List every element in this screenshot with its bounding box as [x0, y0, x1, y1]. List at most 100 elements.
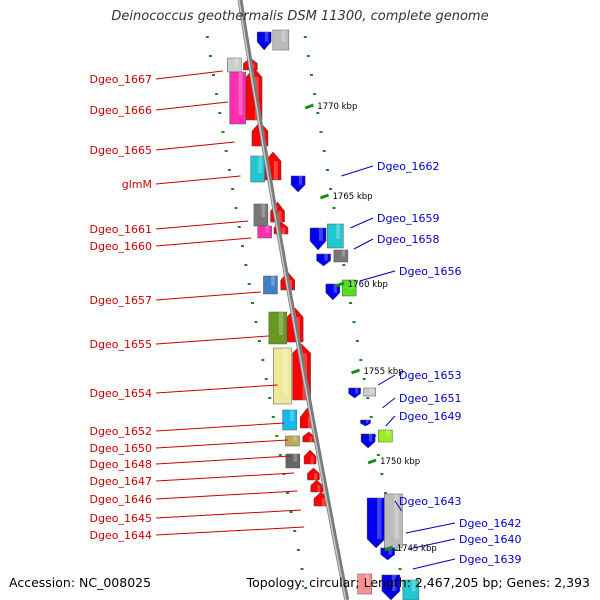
- gene-feature: [310, 479, 323, 493]
- right-leader-line: [350, 217, 374, 229]
- gene-arrow: [316, 253, 331, 267]
- left-gene-label: Dgeo_1652: [90, 425, 152, 438]
- gc-tick: [221, 131, 225, 133]
- gene-shade: [391, 575, 397, 591]
- kbp-tick: [384, 545, 394, 552]
- gene-shade: [293, 436, 297, 442]
- gene-box: [341, 279, 357, 297]
- gc-tick: [398, 568, 402, 570]
- gc-tick: [241, 245, 245, 247]
- left-leader-line: [155, 220, 249, 230]
- gene-arrow: [310, 479, 323, 493]
- gene-shade: [370, 388, 374, 393]
- left-gene-label: Dgeo_1660: [90, 240, 152, 253]
- gc-tick: [369, 416, 373, 418]
- right-leader-line: [341, 165, 374, 177]
- gene-shade: [235, 58, 239, 66]
- gene-shade: [317, 485, 321, 492]
- gc-tick: [352, 321, 356, 323]
- right-gene-label: Dgeo_1659: [377, 212, 439, 225]
- gene-shade: [310, 456, 314, 464]
- gene-arrow: [309, 227, 327, 251]
- gc-tick: [264, 378, 268, 380]
- gene-shade: [273, 161, 278, 180]
- left-leader-line: [155, 70, 223, 80]
- gc-tick: [254, 321, 258, 323]
- gene-arrow: [290, 175, 306, 193]
- gene-shade: [336, 224, 341, 239]
- right-gene-label: Dgeo_1653: [399, 369, 461, 382]
- gene-arrow: [360, 433, 376, 449]
- right-gene-label: Dgeo_1658: [377, 233, 439, 246]
- right-leader-line: [359, 270, 396, 282]
- gene-box: [272, 29, 290, 51]
- kbp-label: 1750 kbp: [380, 457, 420, 467]
- gene-feature: [272, 29, 290, 51]
- gc-tick: [322, 150, 326, 152]
- gc-tick: [247, 283, 251, 285]
- gene-feature: [290, 175, 306, 193]
- left-leader-line: [155, 455, 291, 465]
- kbp-tick: [367, 458, 377, 465]
- gene-shade: [261, 204, 266, 217]
- kbp-label: 1755 kbp: [363, 367, 403, 377]
- kbp-label: 1770 kbp: [317, 102, 357, 112]
- gc-tick: [366, 397, 370, 399]
- gc-tick: [275, 435, 279, 437]
- left-gene-label: Dgeo_1654: [90, 387, 152, 400]
- left-gene-label: Dgeo_1655: [90, 338, 152, 351]
- gene-feature: [402, 579, 420, 600]
- gc-tick: [332, 207, 336, 209]
- gc-tick: [359, 359, 363, 361]
- gene-feature: [309, 227, 327, 251]
- gene-box: [327, 223, 344, 249]
- gene-arrow: [360, 419, 371, 427]
- gc-tick: [224, 150, 228, 152]
- gc-tick: [289, 511, 293, 513]
- gene-box: [253, 203, 269, 227]
- gene-shade: [281, 227, 286, 234]
- gene-box: [273, 347, 292, 405]
- left-leader-line: [155, 175, 241, 185]
- kbp-tick: [304, 103, 314, 110]
- gc-tick: [313, 93, 317, 95]
- gc-tick: [208, 55, 212, 57]
- gene-box: [227, 57, 242, 73]
- gc-tick: [303, 36, 307, 38]
- gene-feature: [282, 409, 297, 431]
- gc-tick: [218, 112, 222, 114]
- gene-feature: [257, 225, 272, 239]
- left-leader-line: [155, 439, 288, 449]
- left-leader-line: [155, 490, 298, 500]
- gene-shade: [318, 228, 323, 241]
- gene-feature: [250, 155, 265, 183]
- gene-shade: [264, 32, 269, 42]
- gene-box: [250, 155, 265, 183]
- gc-tick: [329, 188, 333, 190]
- gene-shade: [283, 348, 288, 395]
- gene-feature: [378, 429, 393, 443]
- gene-shade: [293, 454, 298, 462]
- right-gene-label: Dgeo_1640: [459, 533, 521, 546]
- kbp-label: 1745 kbp: [397, 544, 437, 554]
- gene-box: [263, 275, 278, 295]
- gene-feature: [341, 279, 357, 297]
- left-leader-line: [155, 509, 301, 519]
- gene-feature: [333, 249, 349, 263]
- gc-tick: [325, 169, 329, 171]
- gene-arrow: [303, 449, 317, 465]
- gene-box: [268, 311, 288, 345]
- gc-tick: [215, 93, 219, 95]
- gene-feature: [360, 433, 376, 449]
- gene-shade: [341, 250, 346, 257]
- gene-feature: [357, 573, 372, 595]
- left-gene-label: Dgeo_1661: [90, 223, 152, 236]
- left-leader-line: [155, 384, 278, 394]
- gene-feature: [285, 453, 301, 469]
- left-gene-label: Dgeo_1645: [90, 512, 152, 525]
- gene-arrow: [307, 467, 320, 481]
- gene-box: [378, 429, 393, 443]
- left-gene-label: glmM: [122, 178, 152, 191]
